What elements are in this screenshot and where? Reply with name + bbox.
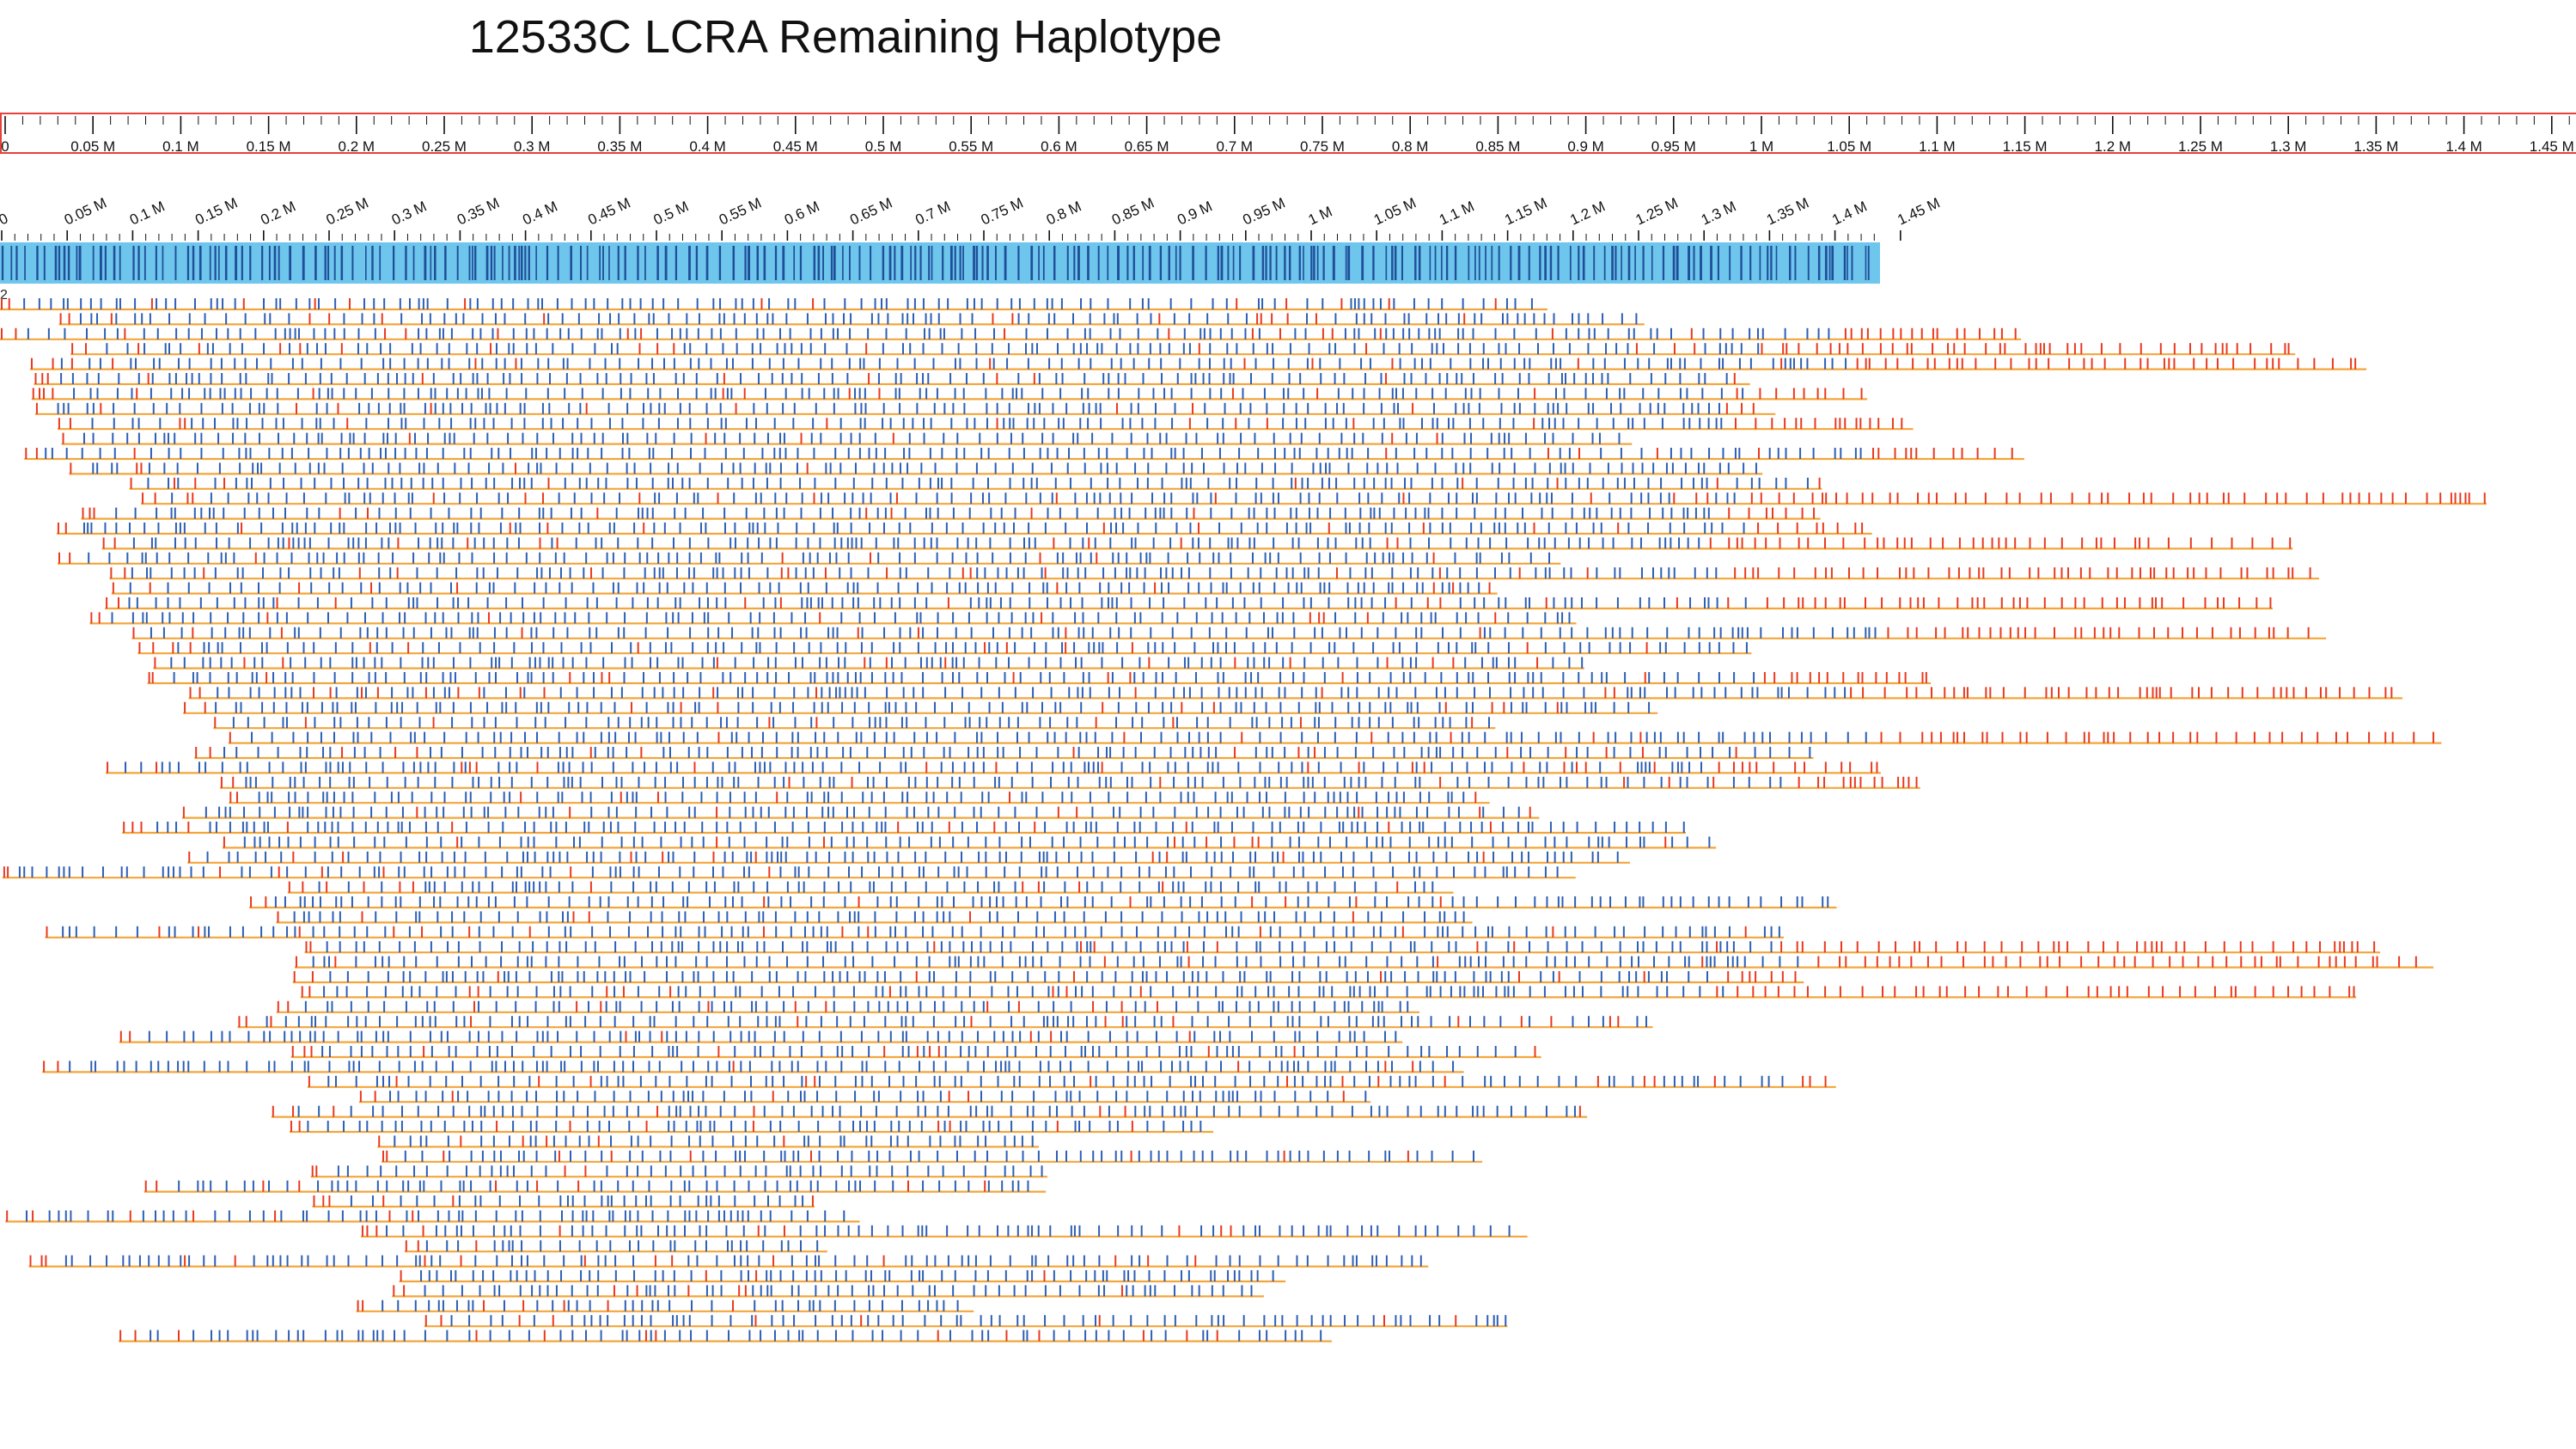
- molecule-row: [105, 597, 2273, 610]
- molecule-row: [109, 567, 2319, 580]
- molecule-row: [141, 492, 2487, 505]
- contig-ruler-tick-label: 0.3 M: [389, 198, 430, 228]
- molecule-row: [58, 313, 1645, 326]
- reference-ruler-tick-label: 1.1 M: [1919, 138, 1956, 155]
- contig-ruler-tick-label: 0.65 M: [847, 194, 894, 228]
- molecule-row: [213, 717, 1496, 730]
- contig-ruler-tick-label: 1 M: [1306, 203, 1335, 228]
- contig-ruler-tick-label: 1.1 M: [1437, 198, 1477, 228]
- reference-ruler-tick-label: 0.7 M: [1217, 138, 1254, 155]
- reference-ruler-tick-label: 0: [1, 138, 9, 155]
- molecule-row: [31, 388, 1868, 400]
- contig-ruler-tick-label: 0.5 M: [651, 198, 692, 228]
- contig-ruler-tick-label: 1.25 M: [1633, 194, 1681, 228]
- molecule-row: [57, 418, 1914, 431]
- molecule-row: [24, 448, 2024, 461]
- reference-ruler-tick-label: 0.25 M: [422, 138, 467, 155]
- contig-ruler-tick-label: 1.4 M: [1829, 198, 1870, 228]
- molecule-row: [194, 747, 1814, 760]
- contig-bar: [0, 242, 1880, 284]
- contig-ruler-tick-label: 1.45 M: [1895, 194, 1942, 228]
- contig-ruler-tick-label: 0: [0, 210, 10, 228]
- reference-ruler-tick-label: 0.2 M: [339, 138, 375, 155]
- reference-ruler-tick-label: 1.3 M: [2270, 138, 2307, 155]
- contig-ruler-tick-label: 0.95 M: [1240, 194, 1287, 228]
- molecule-row: [0, 298, 1547, 311]
- reference-ruler-tick-label: 0.5 M: [865, 138, 902, 155]
- contig-ruler: 0 0.05 M 0.1 M 0.15 M 0.2 M 0.25 M 0.3 M 0.35 M…: [0, 194, 1943, 284]
- reference-ruler-tick-label: 0.65 M: [1125, 138, 1169, 155]
- contig-ruler-tick-label: 1.2 M: [1567, 198, 1608, 228]
- reference-ruler-tick-label: 0.35 M: [597, 138, 642, 155]
- reference-ruler-tick-label: 0.3 M: [514, 138, 551, 155]
- contig-ruler-tick-label: 0.35 M: [455, 194, 502, 228]
- reference-ruler: 0 0.05 M 0.1 M 0.15 M 0.2 M 0.25 M 0.3 M 0.35 M…: [0, 113, 2576, 155]
- reference-ruler-tick-label: 0.6 M: [1041, 138, 1077, 155]
- molecule-row: [188, 687, 2403, 700]
- reference-ruler-tick-label: 1.45 M: [2530, 138, 2574, 155]
- reference-ruler-tick-label: 0.85 M: [1475, 138, 1520, 155]
- reference-ruler-tick-label: 1.2 M: [2095, 138, 2132, 155]
- contig-ruler-tick-label: 0.55 M: [717, 194, 764, 228]
- molecule-row: [34, 402, 1776, 415]
- reference-ruler-tick-label: 1.15 M: [2003, 138, 2048, 155]
- page-title: 12533C LCRA Remaining Haplotype: [468, 11, 1223, 63]
- molecule-row: [147, 672, 1932, 685]
- reference-ruler-tick-label: 0.8 M: [1392, 138, 1429, 155]
- contig-ruler-tick-label: 0.25 M: [324, 194, 371, 228]
- molecule-row: [69, 462, 1763, 475]
- reference-ruler-tick-label: 0.45 M: [773, 138, 818, 155]
- molecule-row: [111, 582, 1498, 595]
- reference-ruler-tick-label: 0.4 M: [689, 138, 726, 155]
- contig-ruler-tick-label: 0.1 M: [127, 198, 168, 228]
- reference-ruler-tick-label: 1.35 M: [2353, 138, 2398, 155]
- molecule-row: [131, 627, 2327, 639]
- reference-ruler-tick-label: 1.25 M: [2178, 138, 2223, 155]
- contig-ruler-tick-label: 0.45 M: [585, 194, 632, 228]
- contig-ruler-tick-label: 0.7 M: [913, 198, 953, 228]
- contig-id-label: 2: [0, 288, 8, 303]
- reference-ruler-tick-label: 1 M: [1749, 138, 1773, 155]
- molecule-row: [56, 523, 1872, 535]
- reference-ruler-tick-label: 0.95 M: [1651, 138, 1696, 155]
- reference-ruler-tick-label: 0.05 M: [70, 138, 115, 155]
- reference-ruler-tick-label: 1.05 M: [1827, 138, 1871, 155]
- molecule-row: [81, 507, 1821, 520]
- contig-ruler-tick-label: 1.15 M: [1502, 194, 1549, 228]
- contig-ruler-tick-label: 0.2 M: [258, 198, 298, 228]
- molecule-row: [183, 701, 1658, 714]
- molecule-row: [153, 657, 1584, 669]
- contig-ruler-tick-label: 0.9 M: [1175, 198, 1215, 228]
- molecule-row: [0, 327, 2022, 340]
- molecule-row: [34, 373, 1750, 386]
- reference-ruler-tick-label: 0.9 M: [1567, 138, 1604, 155]
- reference-ruler-frame: [0, 113, 2576, 154]
- contig-ruler-tick-label: 1.05 M: [1371, 194, 1419, 228]
- reference-ruler-tick-label: 0.55 M: [949, 138, 993, 155]
- contig-ruler-tick-label: 0.75 M: [979, 194, 1026, 228]
- molecule-row: [137, 642, 1752, 655]
- molecule-row: [228, 731, 2442, 744]
- contig-ruler-tick-label: 0.15 M: [192, 194, 240, 228]
- contig-ruler-tick-label: 0.05 M: [62, 194, 109, 228]
- reference-ruler-tick-label: 0.75 M: [1300, 138, 1345, 155]
- contig-ruler-tick-label: 0.4 M: [520, 198, 560, 228]
- molecule-row: [29, 358, 2367, 370]
- contig-ruler-tick-label: 0.6 M: [782, 198, 822, 228]
- reference-ruler-tick-label: 0.15 M: [247, 138, 291, 155]
- molecule-row: [70, 343, 2296, 356]
- contig-ruler-tick-label: 1.35 M: [1764, 194, 1811, 228]
- reference-ruler-tick-label: 1.4 M: [2445, 138, 2482, 155]
- molecule-row: [57, 552, 1561, 565]
- contig-ruler-tick-label: 0.8 M: [1044, 198, 1084, 228]
- molecule-row: [89, 612, 1577, 625]
- molecule-row: [129, 477, 1822, 490]
- contig-ruler-tick-label: 0.85 M: [1109, 194, 1157, 228]
- molecule-row: [101, 537, 2293, 550]
- reference-ruler-tick-label: 0.1 M: [162, 138, 199, 155]
- molecule-row: [61, 432, 1633, 445]
- molecule-alignments: [0, 298, 2487, 1342]
- contig-ruler-tick-label: 1.3 M: [1699, 198, 1739, 228]
